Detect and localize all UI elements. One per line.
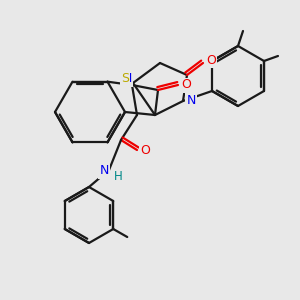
Text: N: N: [122, 73, 132, 85]
Text: S: S: [121, 71, 129, 85]
Text: O: O: [206, 53, 216, 67]
Text: H: H: [114, 170, 122, 184]
Text: N: N: [186, 94, 196, 106]
Text: N: N: [99, 164, 109, 178]
Text: O: O: [181, 79, 191, 92]
Text: O: O: [140, 143, 150, 157]
